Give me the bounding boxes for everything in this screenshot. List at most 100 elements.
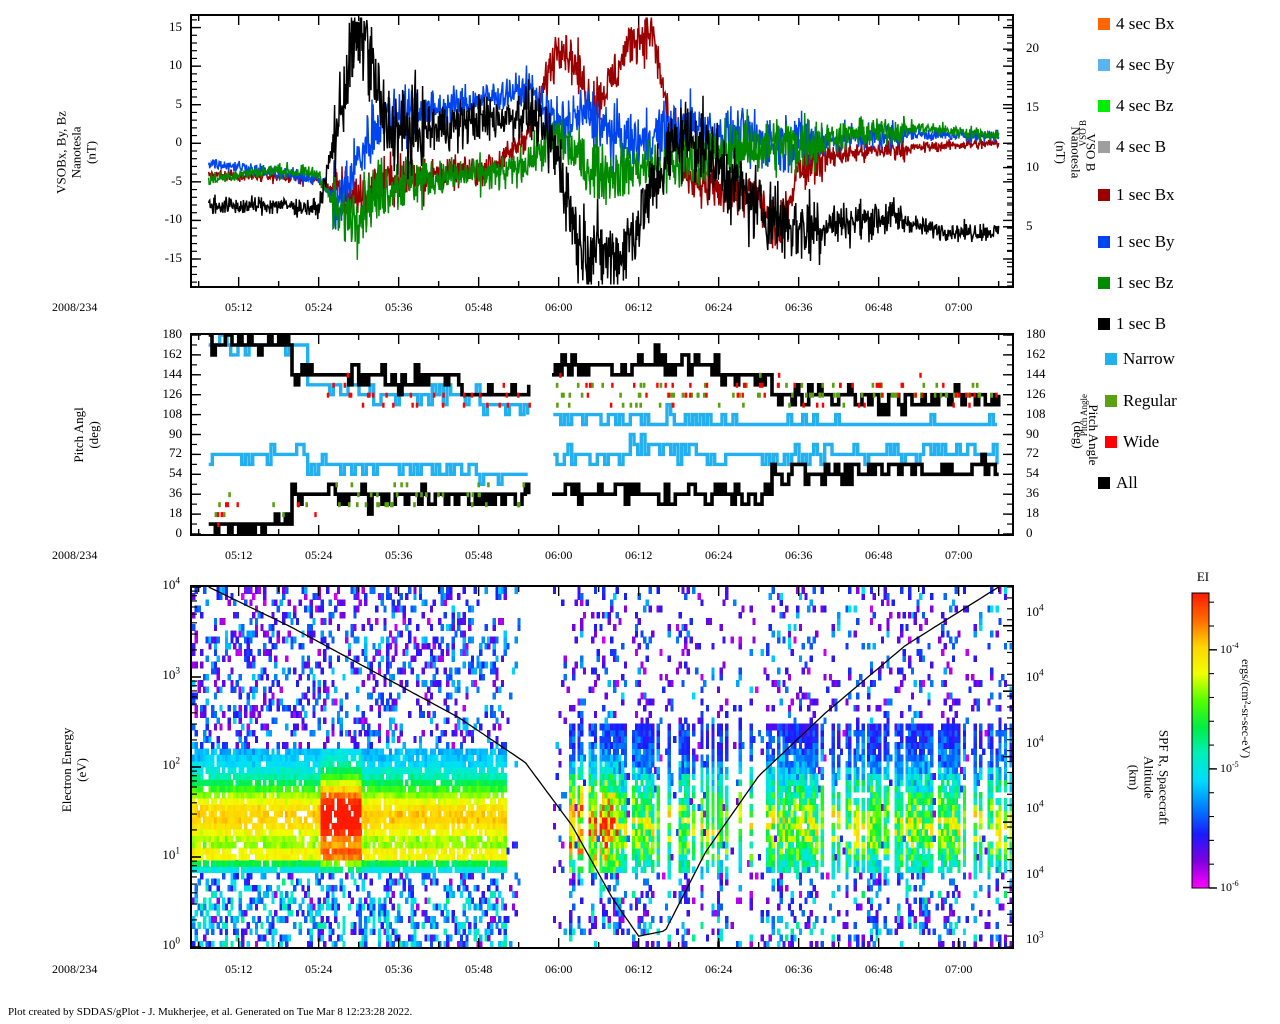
pitch-sample (818, 392, 822, 398)
pitch-sample (690, 392, 693, 398)
colorbar-title: EI (1196, 569, 1210, 584)
pitch-sample (705, 382, 709, 388)
pitch-sample (659, 382, 663, 388)
pitch-sample (376, 492, 379, 498)
legend-item-narrow[interactable]: Narrow (1105, 349, 1175, 369)
panel3-left-title-line2: (eV) (74, 758, 89, 782)
time-tick-label: 07:00 (944, 962, 973, 976)
pitch-sample (335, 482, 338, 488)
pitch-sample (347, 502, 351, 508)
y-tick-label: 0 (175, 134, 183, 150)
legend-color-swatch (1098, 141, 1110, 153)
time-tick-label: 06:00 (544, 962, 573, 976)
legend-item-1-sec-by[interactable]: 1 sec By (1098, 232, 1175, 252)
y-tick-label: 103 (162, 666, 180, 682)
pitch-sample (471, 492, 475, 498)
legend-item-all[interactable]: All (1098, 473, 1138, 493)
legend-item-1-sec-bx[interactable]: 1 sec Bx (1098, 185, 1175, 205)
pitch-sample (791, 392, 794, 398)
y-tick-label: 108 (1026, 405, 1046, 421)
pitch-sample (973, 392, 976, 398)
panel2-left-title-line2: (deg) (86, 421, 101, 449)
pitch-sample (576, 382, 580, 388)
y-tick-label: 126 (1026, 385, 1046, 401)
pitch-sample (409, 392, 413, 398)
panel3-right-title-line3: (km) (1126, 764, 1142, 791)
panel1-left-title-line1: VSOBx, By, Bz (53, 110, 69, 194)
pitch-sample (793, 382, 796, 388)
y-tick-label: 102 (162, 756, 180, 772)
pitch-sample (642, 382, 646, 388)
panel2-day-label: 2008/234 (52, 548, 98, 562)
pitch-sample (741, 392, 744, 398)
pitch-sample (356, 502, 359, 508)
legend-color-swatch (1098, 189, 1110, 201)
y-tick-label: 15 (169, 18, 182, 34)
time-tick-label: 06:36 (784, 962, 813, 976)
pitch-sample (645, 392, 648, 398)
pitch-sample (681, 392, 685, 398)
pitch-sample (562, 392, 565, 398)
pitch-sample (395, 492, 399, 498)
legend-color-swatch (1098, 477, 1110, 489)
y-tick-label: 104 (1026, 734, 1044, 750)
pitch-sample (742, 382, 746, 388)
legend-item-regular[interactable]: Regular (1105, 391, 1177, 411)
pitch-sample (498, 402, 501, 408)
pitch-sample (225, 502, 228, 508)
pitch-sample (487, 482, 490, 488)
pitch-sample (305, 502, 308, 508)
pitch-sample (811, 392, 815, 398)
pitch-sample (672, 402, 675, 408)
pitch-sample (586, 392, 590, 398)
pitch-sample (851, 382, 854, 388)
y-tick-label: 72 (1026, 445, 1039, 461)
legend-item-4-sec-by[interactable]: 4 sec By (1098, 55, 1175, 75)
pitch-sample (697, 392, 700, 398)
pitch-sample (477, 492, 481, 498)
pitch-sample (609, 402, 613, 408)
pitch-sample (897, 392, 900, 398)
legend-item-1-sec-bz[interactable]: 1 sec Bz (1098, 273, 1174, 293)
time-tick-label: 06:12 (624, 300, 653, 314)
pitch-sample (832, 382, 835, 388)
pitch-sample (462, 402, 466, 408)
legend-label: Wide (1123, 432, 1160, 451)
pitch-sample (667, 392, 671, 398)
pitch-sample (881, 392, 884, 398)
pitch-sample (386, 502, 389, 508)
pitch-sample (580, 392, 584, 398)
y-tick-label: 10 (1026, 158, 1039, 174)
legend-color-swatch (1098, 100, 1110, 112)
pitch-sample (914, 392, 917, 398)
legend-item-4-sec-bx[interactable]: 4 sec Bx (1098, 14, 1175, 34)
pitch-sample (350, 482, 354, 488)
pitch-sample (486, 402, 489, 408)
pitch-sample (871, 382, 875, 388)
pitch-sample (485, 502, 488, 508)
y-tick-label: 5 (175, 95, 183, 111)
legend-item-wide[interactable]: Wide (1105, 432, 1159, 452)
legend-item-4-sec-b[interactable]: 4 sec B (1098, 137, 1166, 157)
legend-group-label-pitch-angle: Pitch Angle (1078, 394, 1089, 437)
pitch-sample (214, 512, 218, 518)
pitch-sample (368, 392, 371, 398)
legend-label: 4 sec Bz (1116, 96, 1174, 115)
y-tick-label: 90 (1026, 425, 1039, 441)
y-tick-label: 180 (1026, 326, 1046, 341)
time-tick-label: 05:48 (464, 548, 493, 562)
pitch-sample (222, 512, 226, 518)
y-tick-label: 180 (162, 326, 183, 341)
legend-item-1-sec-b[interactable]: 1 sec B (1098, 314, 1166, 334)
pitch-sample (633, 382, 636, 388)
pitch-sample (935, 382, 939, 388)
time-tick-label: 05:12 (224, 548, 253, 562)
panel2-left-axis-title: Pitch Angl (deg) (71, 370, 102, 500)
pitch-sample (664, 382, 667, 388)
pitch-sample (272, 502, 275, 508)
pitch-sample (639, 402, 642, 408)
legend-item-4-sec-bz[interactable]: 4 sec Bz (1098, 96, 1174, 116)
legend-color-swatch (1098, 236, 1110, 248)
time-tick-label: 05:24 (304, 962, 333, 976)
